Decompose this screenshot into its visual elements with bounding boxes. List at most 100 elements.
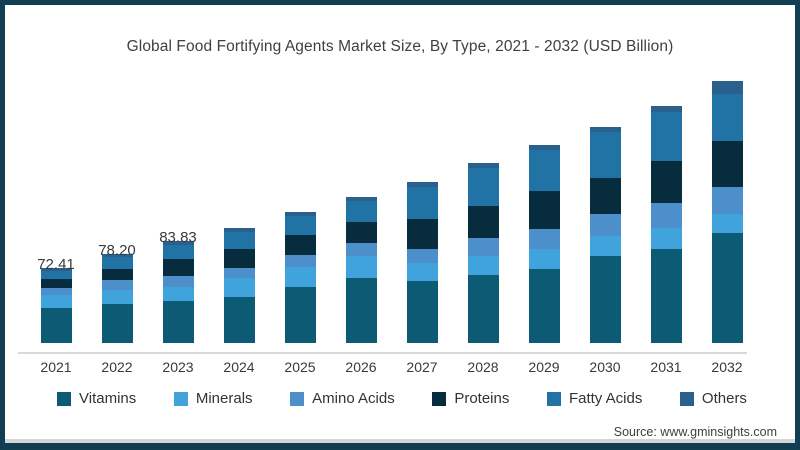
legend-item-proteins: Proteins	[432, 390, 509, 407]
source-credit: Source: www.gminsights.com	[613, 425, 777, 439]
x-tick-2025: 2025	[284, 359, 316, 375]
bar-segment-others	[590, 127, 621, 133]
legend-swatch-icon	[679, 391, 694, 406]
value-label-2022: 78.20	[98, 242, 136, 259]
bar-segment-others	[102, 254, 133, 257]
bar-segment-minerals	[163, 286, 194, 301]
bar-segment-vitamins	[346, 277, 377, 343]
bar-segment-amino-acids	[468, 237, 499, 256]
bar-segment-amino-acids	[102, 279, 133, 290]
x-tick-2029: 2029	[528, 359, 560, 375]
bar-segment-vitamins	[224, 296, 255, 343]
bar-segment-proteins	[163, 259, 194, 277]
bar-segment-fatty-acids	[346, 200, 377, 222]
bar-segment-amino-acids	[590, 214, 621, 237]
bar-segment-fatty-acids	[468, 167, 499, 206]
x-axis-line	[18, 352, 747, 354]
x-tick-2021: 2021	[40, 359, 72, 375]
bar-segment-vitamins	[163, 300, 194, 343]
bar-segment-fatty-acids	[102, 256, 133, 269]
legend-item-minerals: Minerals	[173, 390, 253, 407]
bar-segment-fatty-acids	[651, 112, 682, 162]
legend-label: Vitamins	[79, 390, 137, 407]
legend-label: Amino Acids	[312, 390, 395, 407]
bar-segment-others	[468, 163, 499, 168]
bar-segment-others	[224, 228, 255, 232]
bar-segment-proteins	[224, 248, 255, 268]
legend-swatch-icon	[290, 391, 305, 406]
bar-segment-fatty-acids	[407, 187, 438, 219]
bar-segment-minerals	[41, 294, 72, 309]
bar-segment-amino-acids	[712, 186, 743, 214]
legend-label: Proteins	[454, 390, 510, 407]
bar-segment-others	[529, 145, 560, 150]
bar-segment-proteins	[407, 218, 438, 249]
bar-2023	[163, 241, 194, 343]
bar-segment-others	[41, 268, 72, 271]
bar-2025	[285, 212, 316, 343]
legend-swatch-icon	[173, 391, 188, 406]
legend-label: Minerals	[195, 390, 253, 407]
bar-segment-fatty-acids	[712, 93, 743, 141]
bar-segment-vitamins	[468, 274, 499, 343]
bar-2031	[651, 106, 682, 343]
bar-segment-others	[346, 197, 377, 201]
bar-segment-minerals	[529, 248, 560, 270]
bar-segment-proteins	[468, 205, 499, 238]
x-tick-2032: 2032	[711, 359, 743, 375]
x-tick-2031: 2031	[650, 359, 682, 375]
bar-segment-vitamins	[529, 269, 560, 343]
bar-segment-others	[407, 182, 438, 188]
bar-segment-minerals	[590, 236, 621, 257]
bar-segment-vitamins	[285, 286, 316, 343]
legend-label: Fatty Acids	[568, 390, 643, 407]
legend-label: Others	[701, 390, 747, 407]
bar-segment-minerals	[651, 227, 682, 249]
legend-item-vitamins: Vitamins	[57, 390, 136, 407]
bar-segment-vitamins	[407, 281, 438, 343]
x-tick-2027: 2027	[406, 359, 438, 375]
bar-2026	[346, 197, 377, 343]
legend-swatch-icon	[432, 391, 447, 406]
value-label-2021: 72.41	[37, 256, 75, 273]
x-tick-2026: 2026	[345, 359, 377, 375]
x-tick-2030: 2030	[589, 359, 621, 375]
x-tick-2022: 2022	[101, 359, 133, 375]
bar-2032	[712, 81, 743, 343]
bar-segment-minerals	[346, 255, 377, 278]
bar-2030	[590, 127, 621, 343]
bar-segment-amino-acids	[529, 228, 560, 249]
bar-segment-minerals	[468, 255, 499, 275]
bar-segment-proteins	[285, 234, 316, 255]
chart-title: Global Food Fortifying Agents Market Siz…	[126, 38, 674, 55]
bar-segment-vitamins	[102, 303, 133, 343]
bar-segment-minerals	[224, 277, 255, 297]
bar-segment-fatty-acids	[285, 215, 316, 235]
x-tick-2028: 2028	[467, 359, 499, 375]
value-label-2023: 83.83	[159, 229, 197, 246]
bar-segment-fatty-acids	[529, 149, 560, 191]
bar-segment-minerals	[407, 262, 438, 281]
legend-item-fatty-acids: Fatty Acids	[546, 390, 643, 407]
bar-2029	[529, 145, 560, 343]
bar-segment-vitamins	[41, 308, 72, 343]
bar-segment-fatty-acids	[163, 245, 194, 259]
bar-segment-proteins	[41, 278, 72, 288]
bar-segment-fatty-acids	[590, 132, 621, 179]
bar-segment-proteins	[102, 268, 133, 280]
bar-segment-amino-acids	[285, 254, 316, 267]
bar-segment-proteins	[590, 178, 621, 215]
bar-2027	[407, 182, 438, 343]
bar-segment-proteins	[529, 190, 560, 229]
bar-segment-others	[285, 212, 316, 216]
bar-segment-proteins	[712, 140, 743, 187]
bar-segment-others	[651, 106, 682, 113]
bar-segment-others	[712, 81, 743, 94]
bar-segment-others	[163, 241, 194, 246]
bar-segment-proteins	[651, 161, 682, 203]
bar-segment-amino-acids	[163, 276, 194, 287]
x-tick-2024: 2024	[223, 359, 255, 375]
bar-segment-proteins	[346, 221, 377, 243]
bar-segment-fatty-acids	[41, 271, 72, 279]
